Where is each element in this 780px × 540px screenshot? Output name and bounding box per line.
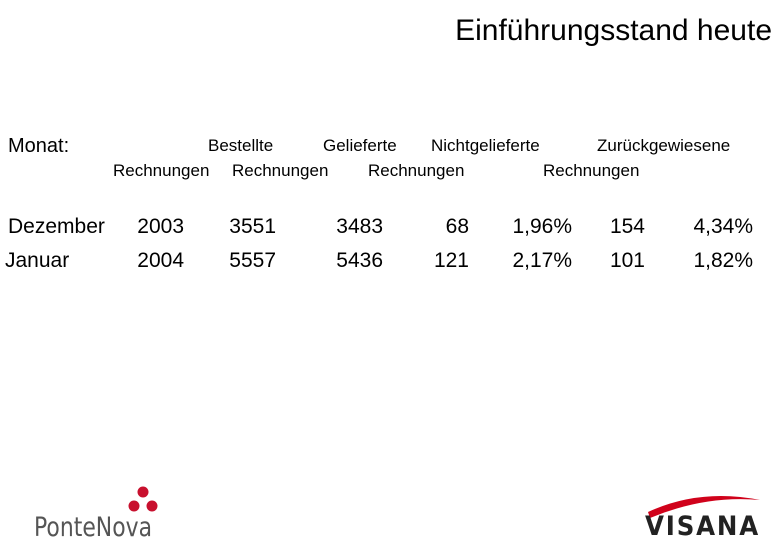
header-text: Rechnungen bbox=[232, 161, 328, 180]
table-cell: 121 bbox=[434, 249, 469, 272]
header-text: Bestellte bbox=[208, 136, 273, 155]
table-cell: 101 bbox=[610, 249, 645, 272]
table-cell: 68 bbox=[446, 215, 469, 238]
table-cell: 2,17% bbox=[512, 249, 572, 272]
logo-dot bbox=[137, 486, 149, 498]
header-text: Rechnungen bbox=[543, 161, 639, 180]
table-cell: 5436 bbox=[336, 249, 383, 272]
table-cell: 1,96% bbox=[512, 215, 572, 238]
table: Bestellte Gelieferte Nichtgelieferte Zurück… bbox=[5, 136, 753, 272]
visana-logo: VISANA bbox=[645, 496, 760, 540]
logo-dot bbox=[146, 500, 158, 512]
table-cell: 1,82% bbox=[693, 249, 753, 272]
table-cell: 3483 bbox=[336, 215, 383, 238]
ponte-nova-logo: PonteNova bbox=[34, 486, 158, 540]
logo-text: PonteNova bbox=[34, 512, 152, 540]
table-cell: 2003 bbox=[137, 215, 184, 238]
header-text: Zurückgewiesene bbox=[597, 136, 730, 155]
logo-dot bbox=[128, 500, 140, 512]
header-text: Rechnungen bbox=[368, 161, 464, 180]
header-text: Rechnungen bbox=[113, 161, 209, 180]
table-cell: 2004 bbox=[137, 249, 184, 272]
table-cell: Januar bbox=[5, 249, 69, 272]
table-cell: 3551 bbox=[229, 215, 276, 238]
table-cell: Dezember bbox=[8, 215, 105, 238]
logo-text: VISANA bbox=[645, 511, 760, 540]
table-cell: 4,34% bbox=[693, 215, 753, 238]
logo-swoosh bbox=[648, 496, 760, 518]
header-text: Gelieferte bbox=[323, 136, 397, 155]
slide-title: Einführungsstand heute bbox=[455, 14, 772, 47]
table-cell: 154 bbox=[610, 215, 645, 238]
row-label: Monat: bbox=[8, 135, 69, 157]
header-text: Nichtgelieferte bbox=[431, 136, 540, 155]
table-cell: 5557 bbox=[229, 249, 276, 272]
